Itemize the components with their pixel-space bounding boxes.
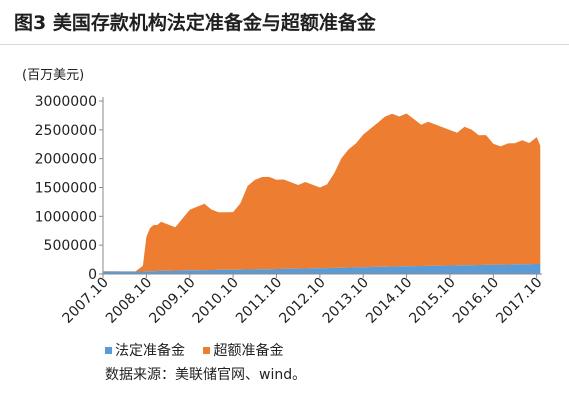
title-divider: [0, 44, 569, 45]
legend-item-excess: 超额准备金: [203, 340, 283, 360]
legend-swatch-required: [105, 346, 112, 354]
y-tick-label: 3000000: [35, 94, 97, 110]
x-axis: 2007.102008.102009.102010.102011.102012.…: [60, 273, 545, 327]
x-tick-label: 2011.10: [233, 275, 285, 327]
title-bar: 图3 美国存款机构法定准备金与超额准备金: [0, 0, 569, 42]
legend-label-required: 法定准备金: [115, 343, 185, 359]
x-tick-label: 2008.10: [103, 275, 155, 327]
y-axis: 0 500000 1000000 1500000 2000000 2500000 30000…: [35, 94, 104, 283]
area-layer: [103, 113, 541, 274]
x-tick-label: 2015.10: [406, 275, 458, 327]
legend: 法定准备金 超额准备金: [105, 340, 297, 360]
y-tick-label: 1500000: [35, 181, 97, 197]
x-tick-label: 2012.10: [276, 275, 328, 327]
x-tick-label: 2017.10: [493, 275, 545, 327]
x-tick-label: 2009.10: [146, 275, 198, 327]
y-tick-label: 0: [88, 267, 97, 283]
y-tick-label: 2000000: [35, 152, 97, 168]
legend-item-required: 法定准备金: [105, 340, 185, 360]
x-tick-label: 2007.10: [60, 275, 112, 327]
series-area-required-reserves: [103, 263, 541, 274]
x-tick-label: 2013.10: [320, 275, 372, 327]
series-area-excess-reserves: [103, 113, 541, 272]
y-axis-unit-label: (百万美元): [22, 68, 85, 83]
x-tick-label: 2016.10: [450, 275, 502, 327]
chart-title: 图3 美国存款机构法定准备金与超额准备金: [14, 12, 376, 34]
legend-label-excess: 超额准备金: [213, 343, 284, 359]
legend-swatch-excess: [203, 346, 211, 354]
x-tick-label: 2010.10: [190, 275, 242, 327]
y-tick-label: 2500000: [35, 123, 97, 139]
source-note: 数据来源：美联储官网、wind。: [105, 367, 307, 383]
y-tick-label: 1000000: [35, 209, 97, 225]
x-tick-label: 2014.10: [363, 275, 415, 327]
y-tick-label: 500000: [44, 238, 97, 254]
